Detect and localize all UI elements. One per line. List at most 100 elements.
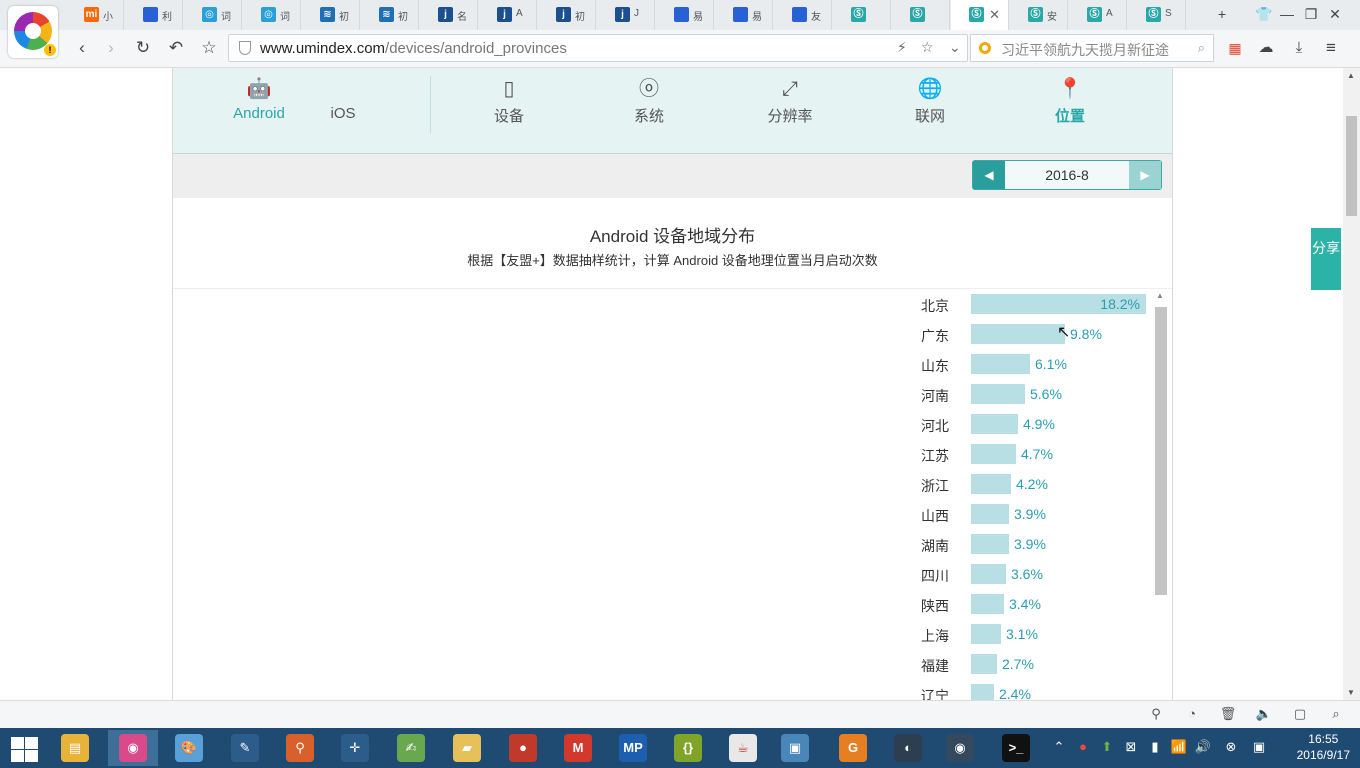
chart-bar[interactable]: [971, 444, 1016, 464]
share-button[interactable]: 分享: [1311, 228, 1341, 290]
taskbar-app[interactable]: ▣: [770, 730, 820, 766]
browser-tab[interactable]: Ⓢ: [833, 0, 891, 30]
browser-tab[interactable]: ◎ 词: [243, 0, 301, 30]
browser-tab[interactable]: Ⓢ S: [1128, 0, 1186, 30]
skin-icon[interactable]: 👕: [1253, 6, 1275, 23]
chart-bar[interactable]: [971, 354, 1030, 374]
tray-app-icon[interactable]: ●: [1074, 739, 1092, 754]
favorite-star-icon[interactable]: ☆: [921, 39, 934, 56]
lightning-icon[interactable]: ⚡: [897, 39, 907, 56]
start-button[interactable]: [8, 736, 38, 762]
tray-close-icon[interactable]: ⊗: [1222, 739, 1240, 755]
tray-update-icon[interactable]: ⬆: [1098, 739, 1116, 755]
taskbar-app[interactable]: ☕: [718, 730, 768, 766]
tray-battery-icon[interactable]: ▮: [1146, 739, 1164, 755]
nav-category[interactable]: ⤢ 分辨率: [750, 76, 830, 126]
chart-scroll-thumb[interactable]: [1155, 307, 1167, 595]
search-placeholder[interactable]: 习近平领航九天揽月新征途: [1001, 40, 1191, 60]
browser-tab[interactable]: ≋ 初: [302, 0, 360, 30]
speed-icon[interactable]: ◔: [1183, 706, 1201, 721]
cloud-icon[interactable]: ☁: [1255, 38, 1277, 58]
tray-screen-icon[interactable]: ▣: [1250, 739, 1268, 755]
chart-bar[interactable]: [971, 594, 1004, 614]
window-icon[interactable]: ▢: [1291, 706, 1309, 722]
url-text[interactable]: www.umindex.com/devices/android_province…: [260, 40, 567, 57]
taskbar-app[interactable]: ⚲: [275, 730, 325, 766]
menu-icon[interactable]: ≡: [1320, 38, 1342, 58]
nav-category[interactable]: 🌐 联网: [890, 76, 970, 126]
chart-bar[interactable]: [971, 504, 1009, 524]
chart-bar[interactable]: [971, 624, 1001, 644]
prev-month-button[interactable]: ◀: [973, 161, 1005, 189]
chart-bar[interactable]: [971, 324, 1065, 344]
tray-volume-icon[interactable]: 🔊: [1194, 739, 1212, 755]
zoom-icon[interactable]: ⌕: [1327, 706, 1345, 722]
nav-category[interactable]: 🤖 Android: [219, 76, 299, 122]
nav-category[interactable]: ⓞ 系统: [609, 76, 689, 126]
chart-bar[interactable]: [971, 474, 1011, 494]
taskbar-app[interactable]: >_: [991, 730, 1041, 766]
clock[interactable]: 16:55 2016/9/17: [1297, 731, 1350, 763]
browser-tab[interactable]: 🐾 友: [774, 0, 832, 30]
tray-signal-icon[interactable]: 📶: [1170, 739, 1188, 755]
browser-logo[interactable]: !: [8, 6, 58, 58]
browser-tab[interactable]: ◎ 词: [184, 0, 242, 30]
taskbar-app[interactable]: {}: [663, 730, 713, 766]
apps-grid-icon[interactable]: ▦: [1224, 38, 1246, 58]
browser-tab[interactable]: ≋ 初: [361, 0, 419, 30]
page-scrollbar[interactable]: ▲ ▼: [1343, 68, 1360, 700]
minimize-icon[interactable]: —: [1276, 6, 1298, 22]
chart-bar[interactable]: [971, 654, 997, 674]
current-month[interactable]: 2016-8: [1005, 161, 1129, 189]
taskbar-app[interactable]: ✍: [386, 730, 436, 766]
forward-icon[interactable]: ›: [100, 38, 122, 58]
chart-bar[interactable]: [971, 414, 1018, 434]
browser-tab[interactable]: Ⓢ: [892, 0, 950, 30]
chart-bar[interactable]: [971, 684, 994, 700]
taskbar-app[interactable]: M: [553, 730, 603, 766]
browser-tab[interactable]: Ⓢ A: [1069, 0, 1127, 30]
nav-category[interactable]: iOS: [303, 76, 383, 122]
reload-icon[interactable]: ↻: [132, 38, 154, 58]
scroll-up-icon[interactable]: ▲: [1156, 291, 1164, 300]
tray-expand-icon[interactable]: ⌃: [1050, 739, 1068, 755]
download-icon[interactable]: ⤓: [1288, 38, 1310, 58]
taskbar-app[interactable]: 🎨: [164, 730, 214, 766]
sound-icon[interactable]: 🔈: [1255, 706, 1273, 722]
search-box[interactable]: 习近平领航九天揽月新征途 ⌕: [970, 34, 1214, 62]
trash-icon[interactable]: 🗑: [1219, 706, 1237, 722]
scroll-up-icon[interactable]: ▲: [1347, 71, 1355, 80]
chart-scrollbar[interactable]: ▲: [1154, 291, 1168, 700]
page-scroll-thumb[interactable]: [1346, 116, 1357, 216]
pin-icon[interactable]: ⚲: [1147, 706, 1165, 722]
chart-bar[interactable]: [971, 564, 1006, 584]
next-month-button[interactable]: ▶: [1129, 161, 1161, 189]
taskbar-app[interactable]: ✛: [330, 730, 380, 766]
chart-bar[interactable]: [971, 534, 1009, 554]
browser-tab[interactable]: mi 小: [66, 0, 124, 30]
nav-category[interactable]: 📍 位置: [1030, 76, 1110, 126]
taskbar-app[interactable]: G: [828, 730, 878, 766]
browser-tab[interactable]: 🐾 易: [656, 0, 714, 30]
taskbar-app[interactable]: MP: [608, 730, 658, 766]
scroll-down-icon[interactable]: ▼: [1347, 688, 1355, 697]
taskbar-app[interactable]: ◉: [108, 730, 158, 766]
taskbar-app[interactable]: ✎: [220, 730, 270, 766]
browser-tab[interactable]: Ⓢ 安: [1010, 0, 1068, 30]
undo-icon[interactable]: ↶: [165, 38, 187, 58]
browser-tab[interactable]: Ⓢ ✕: [951, 0, 1009, 30]
taskbar-app[interactable]: ◐: [883, 730, 933, 766]
close-tab-icon[interactable]: ✕: [989, 7, 1000, 23]
chart-bar[interactable]: [971, 384, 1025, 404]
address-bar[interactable]: www.umindex.com/devices/android_province…: [228, 34, 968, 62]
browser-tab[interactable]: 🐾 利: [125, 0, 183, 30]
back-icon[interactable]: ‹: [71, 38, 93, 58]
browser-tab[interactable]: 🐾 易: [715, 0, 773, 30]
taskbar-app[interactable]: ●: [498, 730, 548, 766]
restore-icon[interactable]: ❐: [1300, 6, 1322, 23]
nav-category[interactable]: ▯ 设备: [469, 76, 549, 126]
close-window-icon[interactable]: ✕: [1324, 6, 1346, 23]
